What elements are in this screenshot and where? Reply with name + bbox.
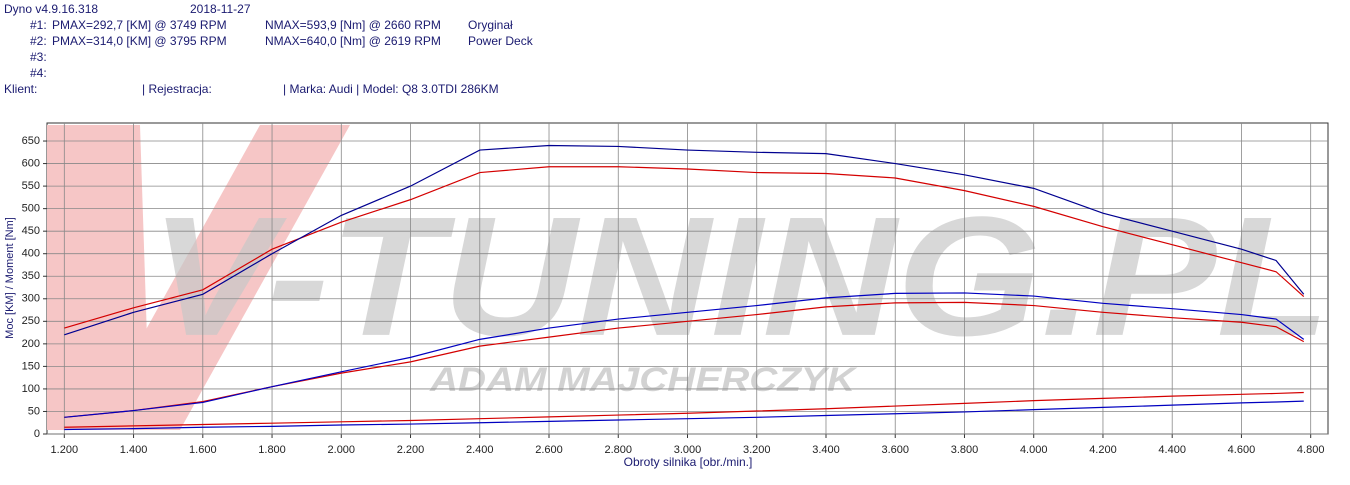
x-tick-label: 2.200: [397, 444, 425, 456]
x-tick-label: 1.600: [189, 444, 217, 456]
y-tick-label: 150: [22, 360, 40, 372]
y-axis-label: Moc [KM] / Moment [Nm]: [4, 217, 16, 339]
x-tick-label: 4.600: [1228, 444, 1256, 456]
date: 2018-11-27: [190, 2, 251, 16]
x-tick-label: 1.800: [258, 444, 286, 456]
watermark-shape: [90, 125, 350, 430]
x-tick-label: 4.400: [1158, 444, 1186, 456]
y-tick-label: 300: [22, 293, 40, 305]
watermark-author: ADAM MAJCHERCZYK: [429, 361, 858, 399]
series-line: [64, 391, 1304, 428]
vehicle: | Marka: Audi | Model: Q8 3.0TDI 286KM: [283, 82, 499, 96]
x-axis-label: Obroty silnika [obr./min.]: [624, 455, 753, 469]
run-id: #1:: [30, 18, 47, 32]
x-tick-label: 2.600: [535, 444, 563, 456]
run-nmax: NMAX=593,9 [Nm] @ 2660 RPM: [265, 18, 441, 32]
x-tick-label: 3.400: [812, 444, 840, 456]
run-id: #4:: [30, 66, 47, 80]
watermark: V-TUNING.PL ADAM MAJCHERCZYK: [47, 125, 1330, 430]
y-tick-label: 550: [22, 180, 40, 192]
series-line: [64, 144, 1305, 336]
run-label: Power Deck: [468, 34, 534, 48]
y-tick-label: 500: [22, 203, 40, 215]
y-tick-label: 0: [34, 428, 40, 440]
y-tick-label: 100: [22, 383, 40, 395]
series-line: [64, 400, 1304, 431]
y-tick-label: 600: [22, 157, 40, 169]
series-line: [64, 292, 1305, 418]
run-id: #3:: [30, 50, 47, 64]
y-tick-label: 50: [28, 405, 40, 417]
y-tick-label: 450: [22, 225, 40, 237]
run-pmax: PMAX=314,0 [KM] @ 3795 RPM: [52, 34, 227, 48]
x-tick-label: 2.800: [604, 444, 632, 456]
x-tick-label: 3.200: [743, 444, 771, 456]
run-pmax: PMAX=292,7 [KM] @ 3749 RPM: [52, 18, 227, 32]
y-tick-label: 350: [22, 270, 40, 282]
y-tick-label: 650: [22, 135, 40, 147]
x-tick-label: 4.800: [1297, 444, 1325, 456]
version: Dyno v4.9.16.318: [4, 2, 98, 16]
client: Klient:: [4, 82, 37, 96]
y-tick-label: 200: [22, 338, 40, 350]
x-tick-label: 4.200: [1089, 444, 1117, 456]
y-tick-label: 400: [22, 248, 40, 260]
x-tick-label: 1.400: [120, 444, 148, 456]
run-id: #2:: [30, 34, 47, 48]
registration: | Rejestracja:: [142, 82, 212, 96]
series-line: [64, 166, 1305, 329]
x-tick-label: 1.200: [51, 444, 79, 456]
watermark-brand: V-TUNING.PL: [150, 182, 1330, 372]
y-tick-label: 250: [22, 315, 40, 327]
watermark-shape: [47, 125, 150, 430]
x-tick-label: 2.000: [328, 444, 356, 456]
x-tick-label: 3.000: [674, 444, 702, 456]
x-tick-label: 4.000: [1020, 444, 1048, 456]
x-tick-label: 3.800: [951, 444, 979, 456]
x-tick-label: 2.400: [466, 444, 494, 456]
run-label: Oryginał: [468, 18, 513, 32]
run-nmax: NMAX=640,0 [Nm] @ 2619 RPM: [265, 34, 441, 48]
x-tick-label: 3.600: [881, 444, 909, 456]
